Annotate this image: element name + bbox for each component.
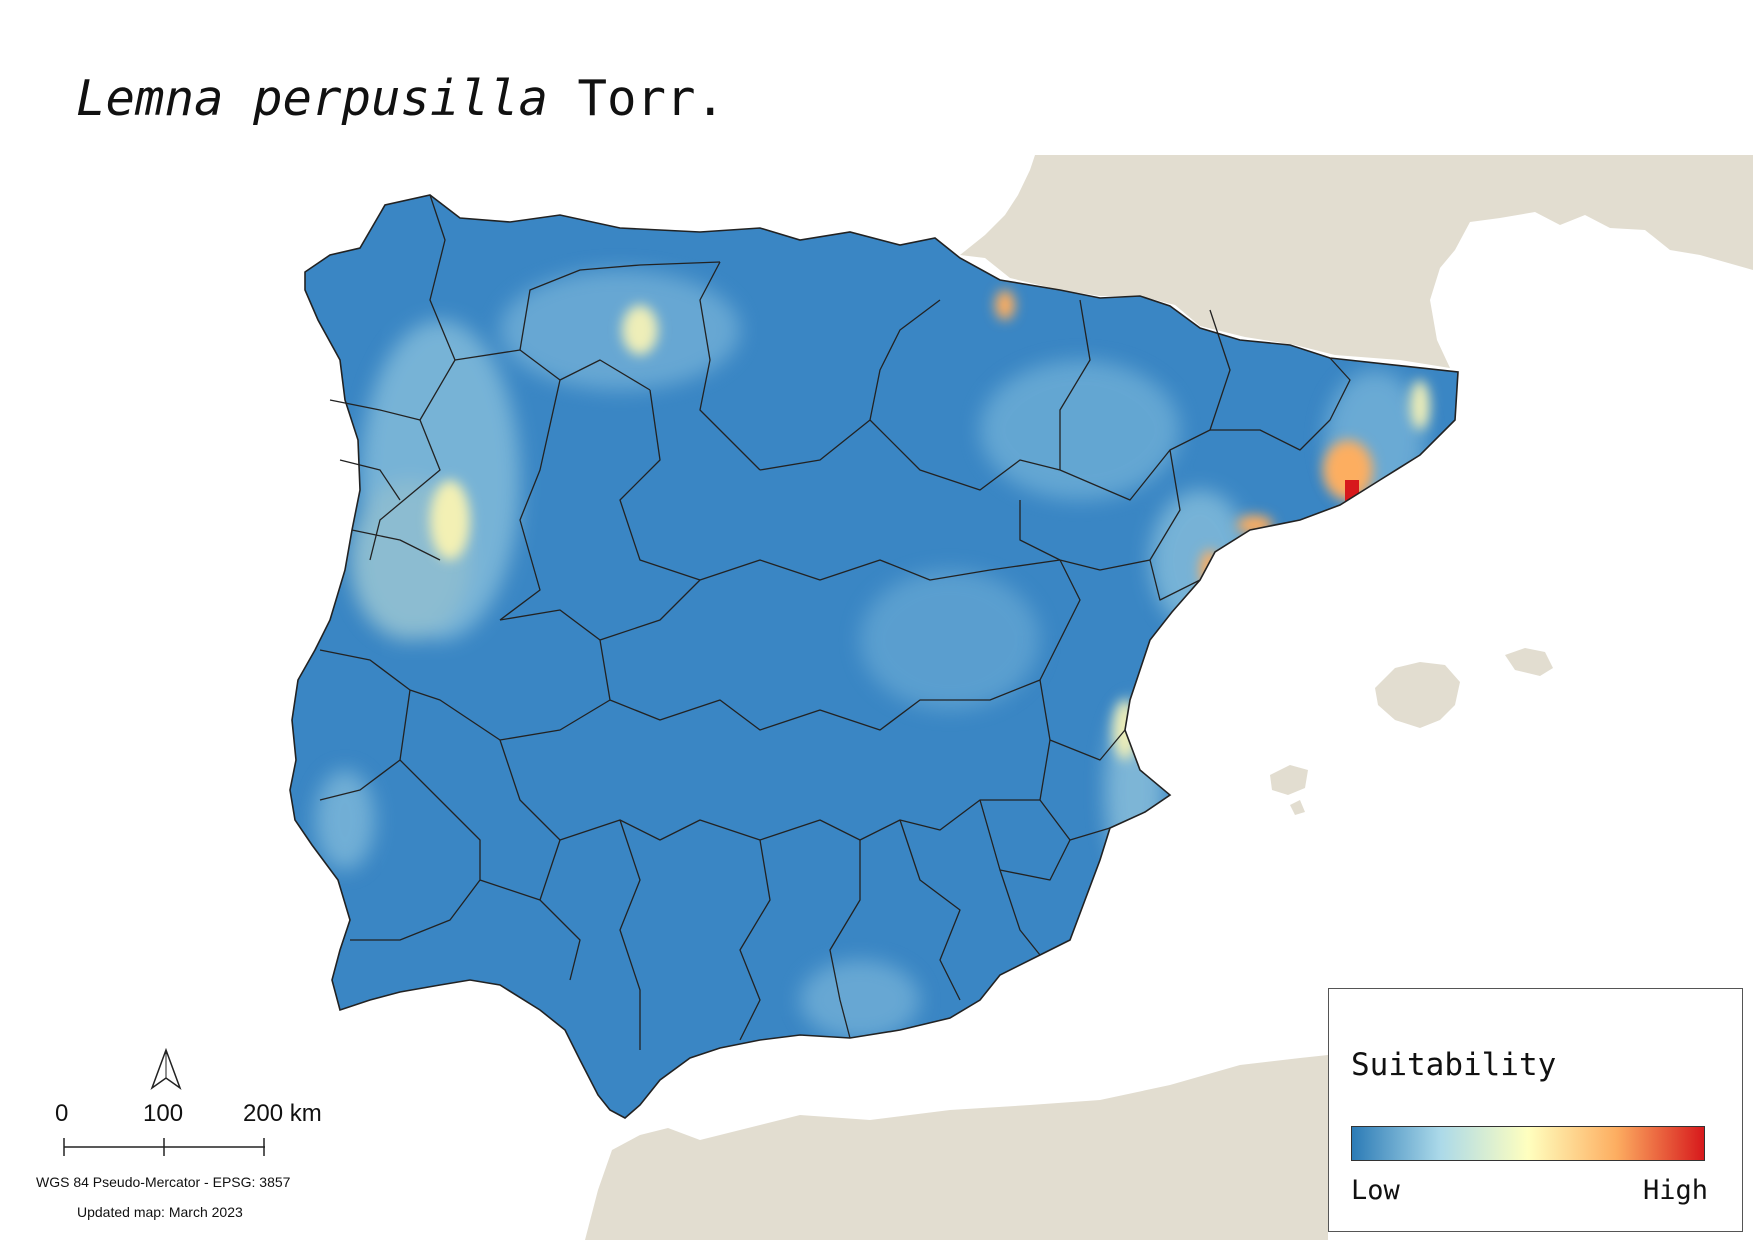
legend-box: Suitability Low High bbox=[1328, 988, 1743, 1232]
africa-landmass bbox=[585, 1055, 1328, 1240]
north-arrow-icon bbox=[150, 1048, 182, 1091]
scale-bar: 0 100 200 km bbox=[50, 1048, 350, 1160]
legend-title: Suitability bbox=[1351, 1047, 1557, 1083]
update-date-label: Updated map: March 2023 bbox=[77, 1204, 243, 1220]
menorca-island bbox=[1505, 648, 1553, 676]
legend-high-label: High bbox=[1642, 1175, 1708, 1206]
map-title: Lemna perpusilla Torr. bbox=[76, 70, 725, 127]
species-author: Torr. bbox=[577, 70, 726, 127]
scale-label-100: 100 bbox=[143, 1100, 184, 1127]
scale-label-0: 0 bbox=[55, 1100, 69, 1127]
france-landmass bbox=[960, 155, 1753, 368]
scale-label-200: 200 km bbox=[243, 1100, 322, 1127]
mallorca-island bbox=[1375, 662, 1460, 728]
ibiza-island bbox=[1270, 765, 1308, 795]
species-name: Lemna perpusilla bbox=[76, 70, 549, 127]
crs-label: WGS 84 Pseudo-Mercator - EPSG: 3857 bbox=[36, 1174, 291, 1190]
legend-color-ramp bbox=[1351, 1126, 1705, 1161]
formentera-island bbox=[1290, 800, 1305, 815]
scale-bar-line bbox=[63, 1138, 265, 1156]
legend-low-label: Low bbox=[1351, 1175, 1400, 1206]
region-borders bbox=[319, 194, 1351, 1050]
